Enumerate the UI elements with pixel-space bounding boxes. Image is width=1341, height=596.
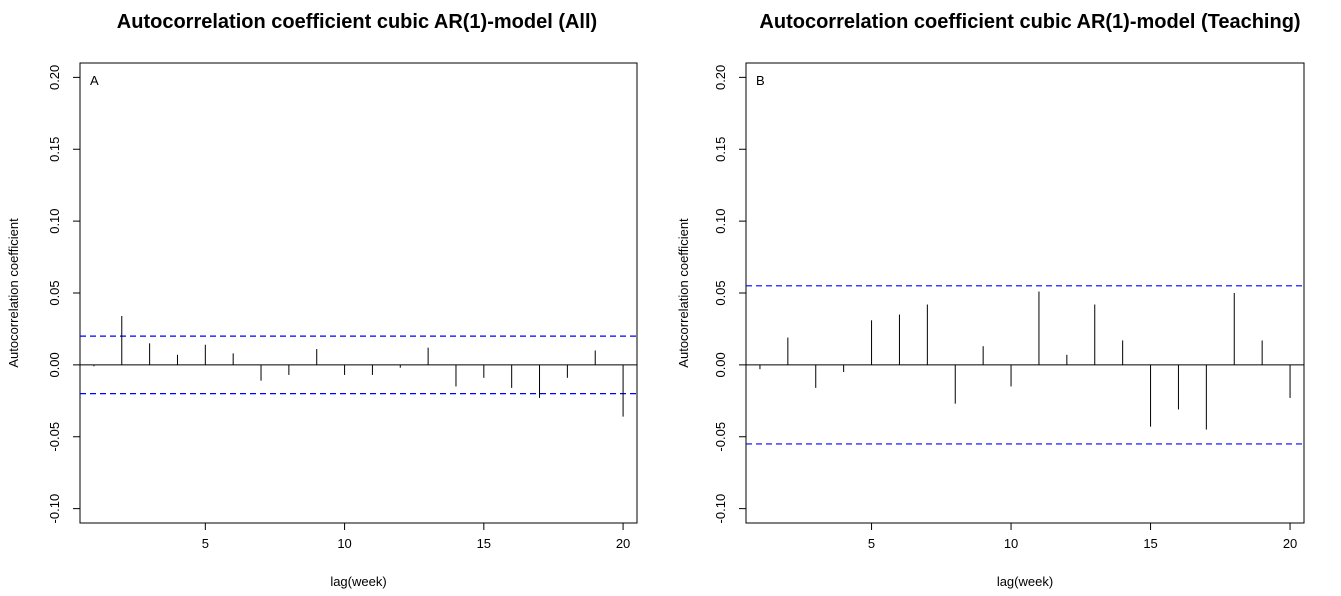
x-axis-label: lag(week) [997, 574, 1053, 589]
acf-panel-a: Autocorrelation coefficient cubic AR(1)-… [6, 11, 638, 589]
x-tick-label: 15 [477, 536, 491, 551]
x-tick-label: 5 [868, 536, 875, 551]
plot-frame [79, 62, 638, 524]
y-tick-label: 0.00 [47, 352, 62, 377]
y-tick-label: 0.10 [47, 208, 62, 233]
y-axis-label: Autocorrelation coefficient [6, 218, 21, 368]
chart-title: Autocorrelation coefficient cubic AR(1)-… [117, 11, 597, 33]
x-tick-label: 20 [616, 536, 630, 551]
panel-letter: A [90, 73, 99, 88]
panel-letter: B [756, 73, 765, 88]
x-tick-label: 10 [1004, 536, 1018, 551]
acf-panel-b: Autocorrelation coefficient cubic AR(1)-… [676, 11, 1305, 589]
y-tick-label: 0.05 [713, 280, 728, 305]
x-axis-label: lag(week) [330, 574, 386, 589]
y-tick-label: 0.00 [713, 352, 728, 377]
y-tick-label: -0.10 [47, 494, 62, 524]
y-tick-label: 0.15 [713, 137, 728, 162]
y-tick-label: -0.10 [713, 494, 728, 524]
x-tick-label: 15 [1143, 536, 1157, 551]
x-tick-label: 20 [1283, 536, 1297, 551]
y-tick-label: 0.20 [47, 65, 62, 90]
y-tick-label: -0.05 [47, 422, 62, 452]
chart-title: Autocorrelation coefficient cubic AR(1)-… [759, 11, 1300, 33]
y-axis-label: Autocorrelation coefficient [676, 218, 691, 368]
plot-frame [745, 62, 1305, 524]
y-tick-label: 0.10 [713, 208, 728, 233]
y-tick-label: 0.20 [713, 65, 728, 90]
y-tick-label: 0.15 [47, 137, 62, 162]
x-tick-label: 5 [202, 536, 209, 551]
y-tick-label: 0.05 [47, 280, 62, 305]
x-tick-label: 10 [337, 536, 351, 551]
y-tick-label: -0.05 [713, 422, 728, 452]
